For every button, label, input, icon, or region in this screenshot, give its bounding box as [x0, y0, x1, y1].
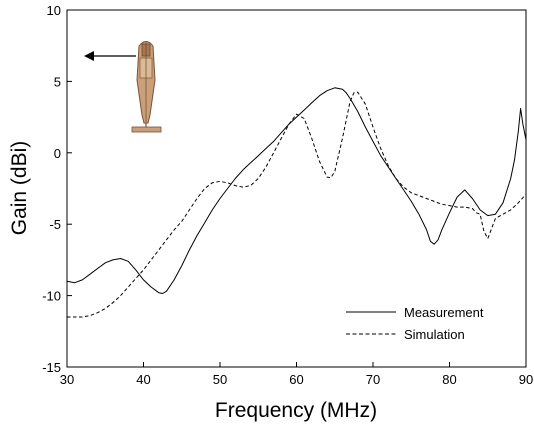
y-tick-label: -10	[42, 289, 61, 304]
legend-label-measurement: Measurement	[404, 305, 484, 320]
x-axis: 30 40 50 60 70 80 90	[60, 362, 533, 387]
y-tick-label: 10	[47, 3, 61, 18]
x-axis-title: Frequency (MHz)	[215, 399, 377, 422]
series-line-simulation	[67, 91, 527, 318]
y-tick-label: 5	[54, 74, 61, 89]
x-tick-label: 80	[442, 372, 456, 387]
y-tick-label: -15	[42, 360, 61, 375]
y-axis: -15 -10 -5 0 5 10	[42, 3, 72, 375]
legend-label-simulation: Simulation	[404, 327, 465, 342]
x-tick-label: 30	[60, 372, 74, 387]
x-tick-label: 70	[366, 372, 380, 387]
x-tick-label: 90	[519, 372, 533, 387]
legend: Measurement Simulation	[346, 305, 484, 342]
plot-series	[66, 87, 527, 318]
y-tick-label: -5	[49, 217, 61, 232]
x-tick-label: 50	[213, 372, 227, 387]
antenna-illustration	[84, 41, 162, 133]
x-tick-label: 60	[289, 372, 303, 387]
x-tick-label: 40	[136, 372, 150, 387]
series-line-measurement	[66, 87, 527, 294]
y-axis-title: Gain (dBi)	[8, 141, 31, 236]
y-tick-label: 0	[54, 146, 61, 161]
helicopter-icon	[131, 41, 162, 133]
direction-arrow-icon	[84, 51, 136, 61]
